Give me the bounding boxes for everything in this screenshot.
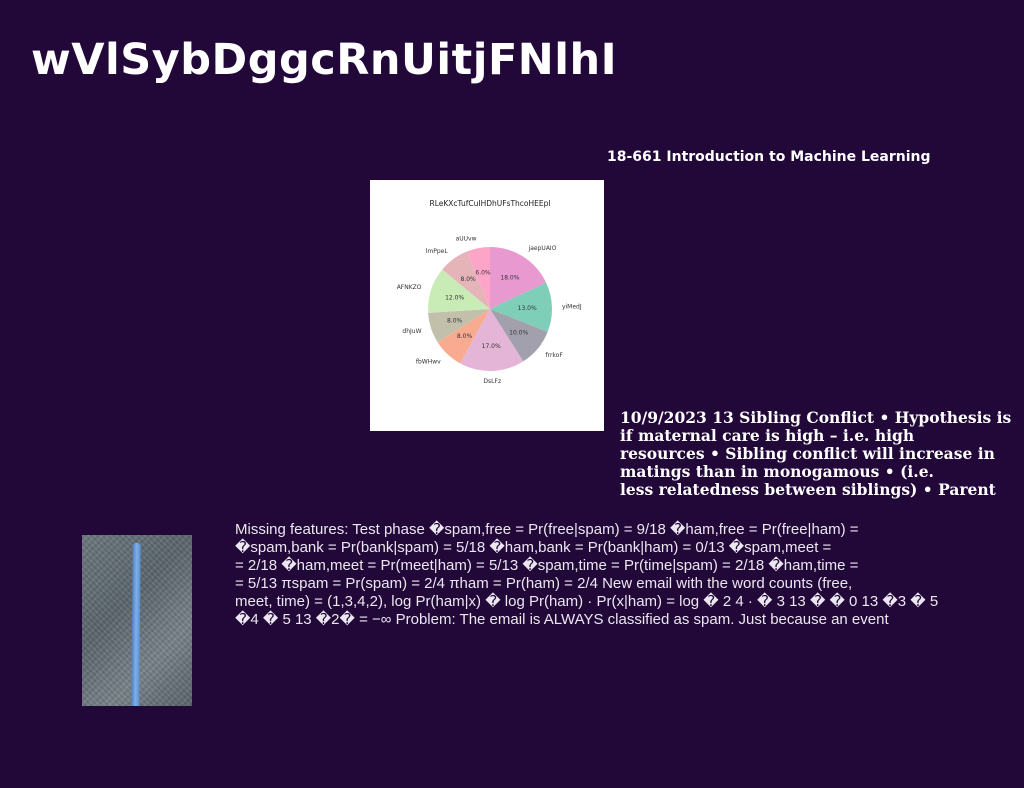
text-line: resources • Sibling conflict will increa… bbox=[620, 444, 995, 463]
pie-chart: RLeKXcTufCuIHDhUFsThcoHEEpl 18.0% jaepUAI… bbox=[397, 199, 582, 385]
pie-value-label: 12.0% bbox=[445, 295, 464, 302]
pie-category-label: AFNKZO bbox=[397, 284, 422, 291]
text-line: meet, time) = (1,3,4,2), log Pr(ham|x) �… bbox=[235, 593, 939, 610]
pie-slice-aUUvw bbox=[467, 247, 490, 309]
text-line: Missing features: Test phase �spam,free … bbox=[235, 521, 859, 538]
pie-category-label: lmPpeL bbox=[426, 248, 449, 255]
naive-bayes-text: Missing features: Test phase �spam,free … bbox=[235, 521, 939, 629]
pie-category-label: fbWHwv bbox=[416, 358, 441, 365]
pie-value-label: 17.0% bbox=[482, 343, 501, 350]
pie-slice-yiMedJ bbox=[490, 282, 552, 332]
pie-category-label: dhJuW bbox=[402, 328, 421, 335]
text-line: = 5/13 πspam = Pr(spam) = 2/4 πham = Pr(… bbox=[235, 575, 853, 592]
pie-category-label: frrkoF bbox=[545, 352, 563, 359]
pie-slice-DsLFz bbox=[460, 309, 524, 371]
pie-slice-AFNKZO bbox=[428, 269, 490, 313]
text-line: if maternal care is high – i.e. high bbox=[620, 426, 915, 445]
pie-value-label: 8.0% bbox=[457, 333, 473, 340]
road-stripe-photo bbox=[82, 535, 192, 706]
blue-stripe bbox=[131, 542, 141, 706]
pie-slice-lmPpeL bbox=[442, 251, 490, 309]
pie-slice-jaepUAIO bbox=[490, 247, 547, 309]
pie-value-label: 8.0% bbox=[461, 276, 477, 283]
pie-category-label: DsLFz bbox=[483, 378, 501, 385]
pie-value-label: 13.0% bbox=[518, 305, 537, 312]
chart-title: RLeKXcTufCuIHDhUFsThcoHEEpl bbox=[430, 199, 551, 208]
text-line: �spam,bank = Pr(bank|spam) = 5/18 �ham,b… bbox=[235, 539, 832, 556]
pie-slice-frrkoF bbox=[490, 309, 548, 362]
course-subtitle: 18-661 Introduction to Machine Learning bbox=[607, 149, 931, 165]
pie-slice-dhJuW bbox=[428, 309, 490, 343]
pie-chart-panel: RLeKXcTufCuIHDhUFsThcoHEEpl 18.0% jaepUAI… bbox=[370, 180, 604, 431]
text-line: less relatedness between siblings) • Par… bbox=[620, 480, 996, 499]
pie-category-label: yiMedJ bbox=[562, 304, 582, 311]
pie-category-label: aUUvw bbox=[456, 235, 477, 242]
sibling-conflict-text: 10/9/2023 13 Sibling Conflict • Hypothes… bbox=[620, 409, 1024, 499]
pie-value-label: 18.0% bbox=[500, 275, 519, 282]
text-line: matings than in monogamous • (i.e. bbox=[620, 462, 934, 481]
text-line: = 2/18 �ham,meet = Pr(meet|ham) = 5/13 �… bbox=[235, 557, 859, 574]
pie-slice-fbWHwv bbox=[437, 309, 490, 364]
page-title: wVlSybDggcRnUitjFNlhI bbox=[31, 35, 618, 85]
text-line: 10/9/2023 13 Sibling Conflict • Hypothes… bbox=[620, 408, 1012, 427]
text-line: �4 � 5 13 �2� = −∞ Problem: The email is… bbox=[235, 611, 889, 628]
pie-value-label: 10.0% bbox=[509, 330, 528, 337]
pie-category-label: jaepUAIO bbox=[528, 245, 557, 252]
pie-value-label: 6.0% bbox=[475, 269, 491, 276]
pie-value-label: 8.0% bbox=[447, 317, 463, 324]
